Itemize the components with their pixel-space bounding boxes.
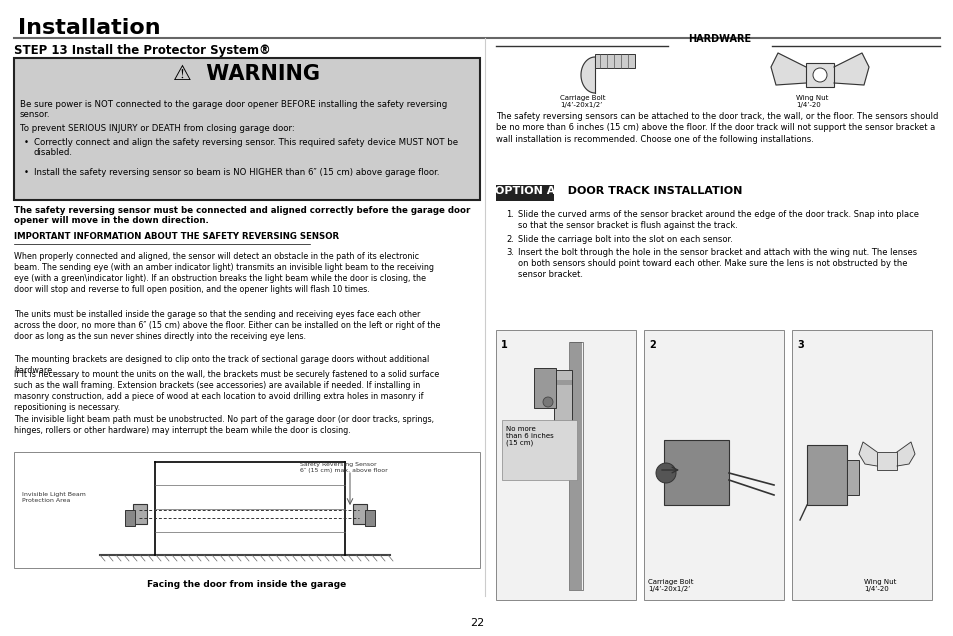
Bar [846,460,858,495]
Text: 2.: 2. [505,235,514,244]
Text: Installation: Installation [18,18,160,38]
Text: Slide the curved arms of the sensor bracket around the edge of the door track. S: Slide the curved arms of the sensor brac… [517,210,918,230]
Text: Invisible Light Beam
Protection Area: Invisible Light Beam Protection Area [22,492,86,503]
Text: ⚠  WARNING: ⚠ WARNING [173,64,320,84]
Polygon shape [833,53,868,85]
Text: The mounting brackets are designed to clip onto the track of sectional garage do: The mounting brackets are designed to cl… [14,355,429,375]
Text: 1.: 1. [505,210,514,219]
Text: •: • [24,138,29,147]
Polygon shape [858,442,876,466]
Bar [876,452,896,470]
Bar [14,58,479,200]
Bar [806,445,846,505]
Bar [125,510,135,526]
Text: Carriage Bolt
1/4’-20x1/2’: Carriage Bolt 1/4’-20x1/2’ [559,95,605,108]
Text: Correctly connect and align the safety reversing sensor. This required safety de: Correctly connect and align the safety r… [34,138,457,157]
Text: HARDWARE: HARDWARE [688,34,751,44]
Bar [663,440,728,505]
Bar [568,342,582,590]
Text: 2: 2 [648,340,655,350]
Text: Carriage Bolt
1/4’-20x1/2’: Carriage Bolt 1/4’-20x1/2’ [647,579,693,592]
Text: When properly connected and aligned, the sensor will detect an obstacle in the p: When properly connected and aligned, the… [14,252,434,294]
Text: OPTION A: OPTION A [495,186,555,196]
Bar [132,504,147,524]
Text: Wing Nut
1/4’-20: Wing Nut 1/4’-20 [795,95,827,108]
Text: No more
than 6 inches
(15 cm): No more than 6 inches (15 cm) [505,426,553,446]
Polygon shape [896,442,914,466]
Text: If it is necessary to mount the units on the wall, the brackets must be securely: If it is necessary to mount the units on… [14,370,438,412]
Bar [791,330,931,600]
Circle shape [812,68,826,82]
Bar [496,185,554,201]
Text: Slide the carriage bolt into the slot on each sensor.: Slide the carriage bolt into the slot on… [517,235,732,244]
Circle shape [656,463,676,483]
Bar [496,330,636,600]
Text: IMPORTANT INFORMATION ABOUT THE SAFETY REVERSING SENSOR: IMPORTANT INFORMATION ABOUT THE SAFETY R… [14,232,338,241]
Text: Insert the bolt through the hole in the sensor bracket and attach with the wing : Insert the bolt through the hole in the … [517,248,916,279]
Text: 1: 1 [500,340,507,350]
Text: The units must be installed inside the garage so that the sending and receiving : The units must be installed inside the g… [14,310,440,341]
Text: Facing the door from inside the garage: Facing the door from inside the garage [147,580,346,589]
Text: 3: 3 [796,340,803,350]
Bar [534,368,556,408]
Bar [554,370,572,430]
Text: The safety reversing sensors can be attached to the door track, the wall, or the: The safety reversing sensors can be atta… [496,112,938,144]
Text: Install the safety reversing sensor so beam is NO HIGHER than 6″ (15 cm) above g: Install the safety reversing sensor so b… [34,168,439,177]
Text: 22: 22 [470,618,483,628]
Circle shape [542,397,553,407]
Bar [353,504,367,524]
Polygon shape [580,57,595,93]
Bar [554,380,572,385]
Text: Safety Reversing Sensor
6″ (15 cm) max. above floor: Safety Reversing Sensor 6″ (15 cm) max. … [299,462,387,473]
Text: To prevent SERIOUS INJURY or DEATH from closing garage door:: To prevent SERIOUS INJURY or DEATH from … [20,124,294,133]
Text: Wing Nut
1/4’-20: Wing Nut 1/4’-20 [863,579,896,592]
Text: STEP 13 Install the Protector System®: STEP 13 Install the Protector System® [14,44,271,57]
Text: •: • [24,168,29,177]
Bar [569,342,581,590]
Text: The safety reversing sensor must be connected and aligned correctly before the g: The safety reversing sensor must be conn… [14,206,470,225]
Bar [595,54,635,68]
Bar [365,510,375,526]
Bar [805,63,833,87]
Text: Be sure power is NOT connected to the garage door opener BEFORE installing the s: Be sure power is NOT connected to the ga… [20,100,447,120]
Text: DOOR TRACK INSTALLATION: DOOR TRACK INSTALLATION [559,186,741,196]
Bar [643,330,783,600]
Bar [501,420,577,480]
Text: 3.: 3. [505,248,514,257]
Text: The invisible light beam path must be unobstructed. No part of the garage door (: The invisible light beam path must be un… [14,415,434,435]
Polygon shape [770,53,805,85]
Bar [14,452,479,568]
